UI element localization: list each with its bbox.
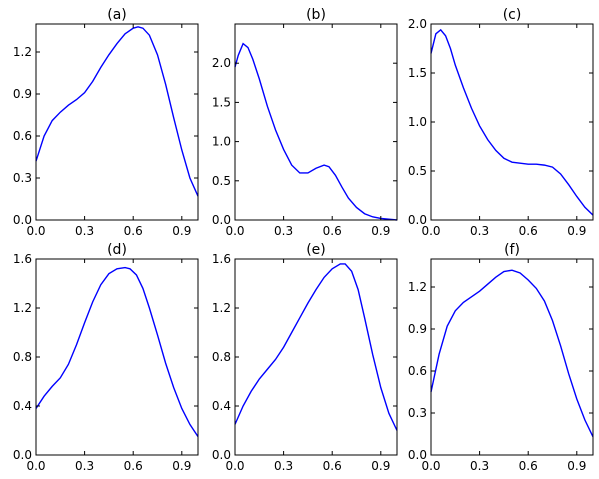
x-tick-label: 0.0	[225, 459, 244, 473]
x-tick-label: 0.3	[274, 224, 293, 238]
y-tick-label: 0.4	[13, 399, 32, 413]
y-tick-label: 1.2	[13, 301, 32, 315]
x-tick-label: 0.3	[470, 459, 489, 473]
y-tick-label: 0.0	[212, 213, 231, 227]
data-curve	[35, 26, 199, 197]
y-tick-label: 0.9	[408, 322, 427, 336]
x-tick-label: 0.3	[75, 459, 94, 473]
y-tick-label: 2.0	[212, 56, 231, 70]
y-tick-label: 0.4	[212, 399, 231, 413]
x-tick-label: 0.6	[519, 224, 538, 238]
y-tick-label: 0.8	[212, 350, 231, 364]
plot-frame	[430, 258, 594, 456]
y-tick-label: 0.8	[13, 350, 32, 364]
y-tick-label: 1.2	[408, 280, 427, 294]
y-tick-label: 0.3	[13, 171, 32, 185]
x-tick-label: 0.9	[371, 224, 390, 238]
x-tick-label: 0.0	[421, 459, 440, 473]
y-tick-label: 1.0	[212, 135, 231, 149]
x-tick-label: 0.6	[124, 459, 143, 473]
panel-c: 0.0 0.3 0.6 0.9 0.0 0.5 1.0 1.5 2.0 (c)	[408, 7, 594, 238]
data-curve	[35, 266, 199, 438]
y-tick-label: 0.9	[13, 87, 32, 101]
panel-title: (a)	[107, 7, 127, 23]
panel-a: 0.0 0.3 0.6 0.9 0.0 0.3 0.6 0.9 1.2 (a)	[13, 7, 199, 238]
x-tick-label: 0.3	[274, 459, 293, 473]
panel-d: 0.0 0.3 0.6 0.9 0.0 0.4 0.8 1.2 1.6 (d)	[13, 242, 199, 473]
y-tick-label: 1.6	[212, 252, 231, 266]
y-tick-label: 2.0	[408, 17, 427, 31]
x-tick-label: 0.9	[172, 459, 191, 473]
x-tick-label: 0.3	[75, 224, 94, 238]
x-tick-label: 0.9	[567, 459, 586, 473]
panel-b: 0.0 0.3 0.6 0.9 0.0 0.5 1.0 1.5 2.0 (b)	[212, 7, 398, 238]
y-tick-label: 0.5	[212, 174, 231, 188]
panel-title: (b)	[306, 7, 326, 23]
y-tick-label: 1.5	[212, 95, 231, 109]
y-tick-label: 1.5	[408, 66, 427, 80]
x-tick-label: 0.0	[421, 224, 440, 238]
panel-e: 0.0 0.3 0.6 0.9 0.0 0.4 0.8 1.2 1.6 (e)	[212, 242, 398, 473]
y-tick-label: 1.0	[408, 115, 427, 129]
x-tick-label: 0.6	[323, 224, 342, 238]
x-tick-label: 0.0	[225, 224, 244, 238]
x-tick-label: 0.3	[470, 224, 489, 238]
y-tick-label: 0.0	[212, 448, 231, 462]
data-curve	[430, 28, 594, 216]
x-tick-label: 0.0	[26, 224, 45, 238]
data-curve	[234, 42, 398, 221]
panel-title: (d)	[107, 242, 127, 258]
y-tick-label: 0.3	[408, 406, 427, 420]
y-tick-label: 0.0	[408, 213, 427, 227]
y-tick-label: 0.0	[13, 213, 32, 227]
panel-f: 0.0 0.3 0.6 0.9 0.0 0.3 0.6 0.9 1.2 (f)	[408, 242, 594, 473]
y-tick-label: 0.6	[13, 129, 32, 143]
x-tick-label: 0.6	[519, 459, 538, 473]
y-tick-label: 0.0	[13, 448, 32, 462]
y-tick-label: 1.6	[13, 252, 32, 266]
y-tick-label: 0.0	[408, 448, 427, 462]
y-tick-label: 0.6	[408, 364, 427, 378]
x-tick-label: 0.9	[172, 224, 191, 238]
x-tick-label: 0.9	[371, 459, 390, 473]
x-tick-label: 0.9	[567, 224, 586, 238]
panel-title: (e)	[306, 242, 326, 258]
plot-frame	[35, 258, 199, 456]
data-curve	[430, 269, 594, 438]
plot-frame	[234, 23, 398, 221]
x-tick-label: 0.0	[26, 459, 45, 473]
y-tick-label: 1.2	[13, 45, 32, 59]
panel-title: (f)	[504, 242, 520, 258]
x-tick-label: 0.6	[323, 459, 342, 473]
plot-frame	[35, 23, 199, 221]
y-tick-label: 0.5	[408, 164, 427, 178]
y-tick-label: 1.2	[212, 301, 231, 315]
data-curve	[234, 263, 398, 431]
x-tick-label: 0.6	[124, 224, 143, 238]
panel-title: (c)	[503, 7, 522, 23]
plot-frame	[430, 23, 594, 221]
